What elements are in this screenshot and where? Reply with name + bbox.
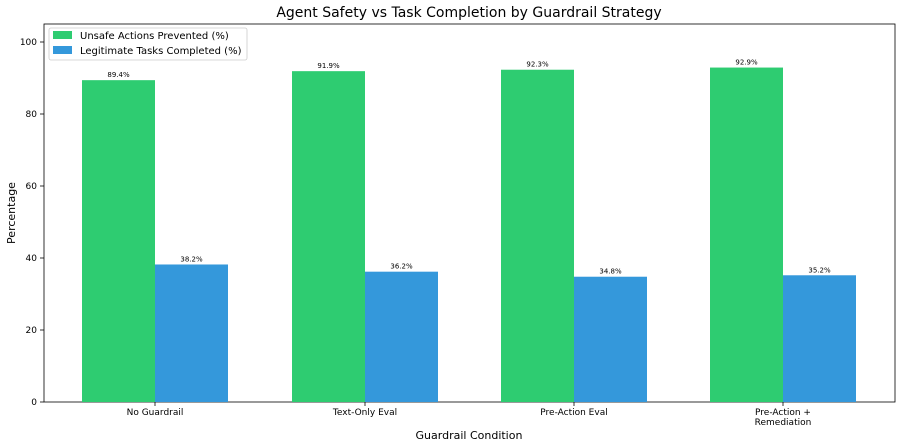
chart-title: Agent Safety vs Task Completion by Guard… [276, 5, 661, 21]
x-tick-label: No Guardrail [127, 408, 184, 418]
data-label-unsafe-prevented-4: 92.9% [735, 59, 758, 67]
legend-frame [48, 27, 248, 61]
x-axis: No Guardrail Text-Only Eval Pre-Action Eva… [127, 402, 812, 428]
legend-swatch-unsafe-prevented [53, 31, 72, 39]
y-tick-label: 40 [26, 254, 38, 264]
x-tick-label: Pre-Action Eval [540, 408, 607, 418]
bar-unsafe-prevented-3 [501, 69, 574, 402]
bar-unsafe-prevented-1 [82, 80, 155, 402]
y-tick-label: 0 [31, 398, 37, 408]
x-tick-label: Remediation [755, 418, 812, 428]
plot-area [43, 23, 896, 403]
y-axis-title: Percentage [5, 182, 18, 244]
legend: Unsafe Actions Prevented (%) Legitimate … [48, 27, 248, 61]
data-label-unsafe-prevented-1: 89.4% [107, 71, 130, 79]
y-tick-label: 100 [20, 38, 37, 48]
bars-layer: 89.4% 91.9% 92.3% 92.9% 38.2% 36.2% 34.8% 35.2% [82, 59, 856, 402]
legend-swatch-tasks-completed [53, 46, 72, 54]
bar-tasks-completed-2 [365, 271, 438, 402]
y-tick-label: 80 [26, 110, 38, 120]
x-axis-title: Guardrail Condition [416, 429, 523, 442]
y-tick-label: 20 [26, 326, 38, 336]
bar-unsafe-prevented-4 [710, 67, 783, 402]
bar-tasks-completed-3 [574, 276, 647, 402]
data-label-tasks-completed-1: 38.2% [180, 255, 203, 263]
y-tick-label: 60 [26, 182, 38, 192]
legend-label-unsafe-prevented: Unsafe Actions Prevented (%) [80, 31, 229, 42]
data-label-unsafe-prevented-3: 92.3% [526, 61, 549, 69]
legend-label-tasks-completed: Legitimate Tasks Completed (%) [80, 46, 242, 57]
bar-tasks-completed-4 [783, 275, 856, 402]
x-tick-label: Pre-Action + [755, 408, 811, 418]
data-label-tasks-completed-2: 36.2% [390, 263, 413, 271]
data-label-tasks-completed-4: 35.2% [808, 266, 831, 274]
bar-tasks-completed-1 [155, 264, 228, 402]
data-label-unsafe-prevented-2: 91.9% [317, 62, 340, 70]
bar-unsafe-prevented-2 [292, 71, 365, 402]
y-axis: 0 20 40 60 80 100 [20, 38, 44, 408]
data-label-tasks-completed-3: 34.8% [599, 268, 622, 276]
x-tick-label: Text-Only Eval [332, 408, 397, 418]
